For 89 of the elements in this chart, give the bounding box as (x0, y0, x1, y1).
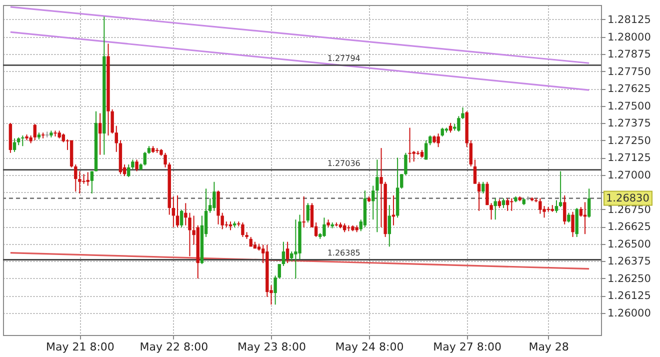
candlestick (558, 170, 562, 208)
y-tick-label: 1.27500 (608, 100, 651, 112)
candlestick (486, 181, 489, 206)
candlestick (424, 140, 428, 160)
x-tick-label: May 22 8:00 (140, 340, 208, 354)
candlestick (457, 116, 460, 132)
y-tick-label: 1.27750 (608, 66, 651, 78)
candlestick (306, 202, 310, 223)
y-tick-label: 1.27375 (608, 118, 651, 130)
y-tick-label: 1.27125 (608, 152, 651, 164)
candlestick (74, 164, 78, 192)
ref-line-label: 1.26385 (327, 248, 360, 258)
candlestick (400, 174, 404, 190)
y-tick-label: 1.26500 (608, 238, 651, 250)
candlestick (372, 185, 375, 220)
ref-line-label: 1.27036 (327, 158, 360, 168)
candlestick (502, 198, 506, 208)
candlestick (404, 152, 408, 176)
candlestick (428, 134, 432, 146)
ref-line-label: 1.26830 (606, 192, 650, 204)
candlestick (294, 219, 298, 280)
candlestick (583, 202, 587, 235)
candlestick (33, 123, 36, 141)
candlestick (482, 181, 485, 194)
candlestick (188, 212, 192, 257)
candlestick (510, 198, 514, 212)
candlestick (164, 152, 167, 168)
candlestick (473, 159, 477, 184)
candlestick (388, 204, 392, 248)
candlestick (282, 241, 286, 266)
y-tick-label: 1.26375 (608, 256, 651, 268)
candlestick (180, 209, 184, 228)
y-tick-label: 1.28000 (608, 31, 651, 44)
candlestick (302, 196, 306, 228)
candlestick (538, 198, 542, 214)
candlestick (131, 159, 134, 170)
candlestick (135, 159, 138, 172)
x-tick-label: May 28 (528, 340, 569, 354)
candlestick (127, 164, 130, 178)
y-tick-label: 1.27250 (608, 134, 651, 147)
candlestick (110, 108, 114, 134)
candlestick (274, 275, 277, 306)
x-tick-label: May 23 8:00 (238, 340, 306, 354)
candlestick (278, 264, 281, 280)
candlestick (408, 127, 412, 164)
ref-line-label: 1.27794 (327, 54, 360, 64)
candlestick (86, 172, 90, 186)
candlestick (12, 138, 16, 152)
candlestick (82, 174, 86, 184)
y-tick-label: 1.27875 (608, 48, 651, 61)
candlestick (477, 181, 481, 212)
candlestick (554, 200, 558, 214)
y-tick-label: 1.26625 (608, 221, 651, 234)
candlestick (176, 194, 180, 228)
candlestick (90, 170, 94, 194)
candlestick (392, 194, 396, 226)
candlestick (241, 222, 244, 238)
y-tick-label: 1.26125 (608, 290, 651, 302)
y-tick-label: 1.27625 (608, 83, 651, 96)
x-tick-label: May 24 8:00 (335, 340, 404, 354)
candlestick (494, 198, 497, 220)
candlestick (212, 181, 216, 212)
candlestick (143, 151, 147, 166)
candlestick (98, 112, 102, 156)
candlestick (506, 198, 510, 212)
candlestick (436, 133, 440, 148)
y-tick-label: 1.27000 (608, 169, 651, 182)
candlestick (78, 170, 82, 194)
y-tick-label: 1.28125 (608, 14, 651, 26)
candlestick (579, 206, 583, 218)
y-tick-label: 1.26000 (608, 307, 651, 320)
candlestick (172, 196, 176, 228)
candlestick (563, 194, 566, 225)
y-tick-label: 1.26750 (608, 204, 651, 216)
candlestick (571, 211, 574, 238)
candlestick (469, 140, 472, 167)
candlestick (286, 241, 290, 264)
candlestick (461, 106, 464, 120)
candlestick (412, 150, 416, 162)
candlestick (21, 134, 24, 147)
x-tick-label: May 21 8:00 (46, 340, 114, 354)
candlestick (376, 159, 379, 233)
candlestick (587, 188, 591, 218)
y-tick-label: 1.26250 (608, 272, 651, 285)
candlestick (114, 125, 118, 152)
candlestick (322, 217, 326, 238)
candlestick (490, 202, 493, 220)
x-tick-label: May 27 8:00 (433, 340, 502, 354)
candlestick (567, 212, 570, 223)
